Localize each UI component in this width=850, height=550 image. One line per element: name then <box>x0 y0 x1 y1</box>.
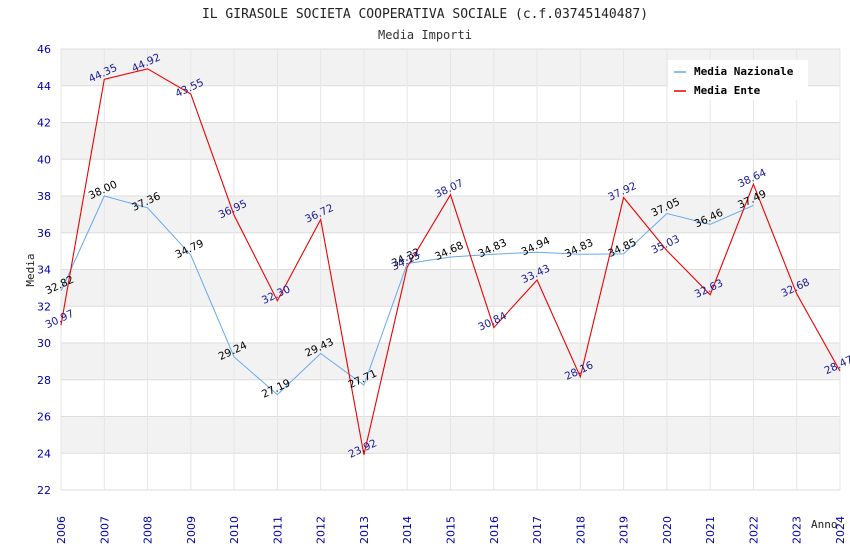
x-tick-label: 2011 <box>271 516 284 544</box>
y-tick-label: 38 <box>37 190 51 203</box>
gridlines <box>60 48 841 491</box>
x-tick-label: 2023 <box>791 516 804 544</box>
y-axis-ticks: 22 24 26 28 30 32 34 36 38 40 42 44 46 <box>37 43 51 497</box>
x-tick-label: 2014 <box>401 516 414 544</box>
x-tick-label: 2020 <box>661 516 674 544</box>
y-axis-label: Media <box>24 253 37 286</box>
y-tick-label: 32 <box>37 300 51 313</box>
series-line-ente <box>60 68 841 455</box>
x-axis-ticks: 2006 2007 2008 2009 2010 2011 2012 2013 2014 2015… <box>55 516 847 544</box>
x-tick-label: 2018 <box>574 516 587 544</box>
y-tick-label: 36 <box>37 227 51 240</box>
legend: Media Nazionale Media Ente <box>668 60 808 100</box>
y-tick-label: 30 <box>37 337 51 350</box>
legend-box <box>668 60 808 100</box>
y-tick-label: 46 <box>37 43 51 56</box>
x-tick-label: 2009 <box>185 516 198 544</box>
series-lines <box>60 68 841 455</box>
y-tick-label: 28 <box>37 374 51 387</box>
x-tick-label: 2022 <box>747 516 760 544</box>
chart-subtitle: Media Importi <box>378 28 472 42</box>
x-tick-label: 2012 <box>315 516 328 544</box>
y-tick-label: 34 <box>37 264 51 277</box>
y-tick-label: 42 <box>37 117 51 130</box>
x-tick-label: 2015 <box>445 516 458 544</box>
y-tick-label: 44 <box>37 80 51 93</box>
x-tick-label: 2006 <box>55 516 68 544</box>
x-tick-label: 2016 <box>488 516 501 544</box>
x-tick-label: 2007 <box>98 516 111 544</box>
series-line-nazionale <box>60 195 754 396</box>
x-tick-label: 2017 <box>531 516 544 544</box>
x-tick-label: 2024 <box>834 516 847 544</box>
y-tick-label: 24 <box>37 447 51 460</box>
legend-label-nazionale: Media Nazionale <box>694 65 794 78</box>
y-tick-label: 22 <box>37 484 51 497</box>
y-tick-label: 40 <box>37 153 51 166</box>
x-tick-label: 2010 <box>228 516 241 544</box>
x-axis-label: Anno <box>811 518 838 531</box>
x-tick-label: 2008 <box>142 516 155 544</box>
y-tick-label: 26 <box>37 411 51 424</box>
chart-title: IL GIRASOLE SOCIETA COOPERATIVA SOCIALE … <box>202 7 648 22</box>
x-tick-label: 2013 <box>358 516 371 544</box>
legend-label-ente: Media Ente <box>694 84 761 97</box>
x-tick-label: 2021 <box>704 516 717 544</box>
x-tick-label: 2019 <box>618 516 631 544</box>
